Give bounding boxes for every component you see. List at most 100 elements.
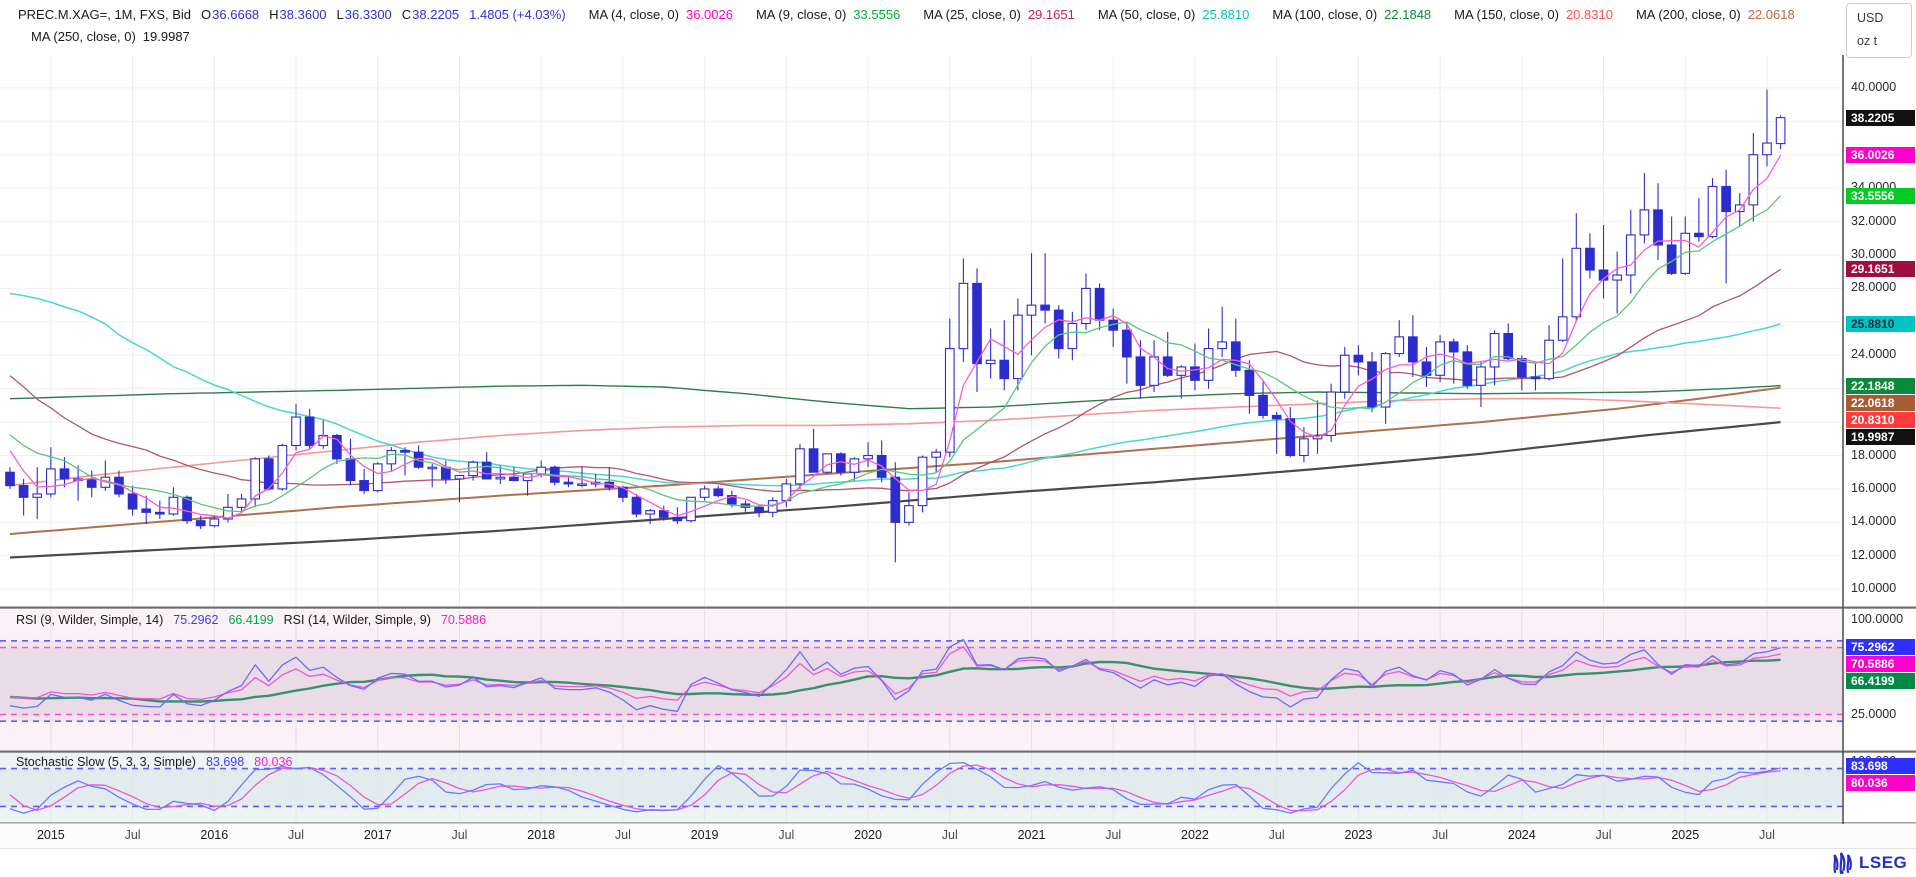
x-axis-label: 2023: [1344, 828, 1373, 842]
rsi-indicator-label: RSI (9, Wilder, Simple, 14) 75.2962 66.419…: [16, 613, 486, 627]
ma9-line: [9, 195, 1782, 513]
rsi-label-group: 70.5886: [441, 613, 486, 627]
price-badge: 75.2962: [1846, 639, 1915, 656]
candle-body: [1612, 274, 1623, 281]
legend-group: MA (150, close, 0) 20.8310: [1454, 7, 1613, 22]
candle-body: [1203, 348, 1214, 381]
rsi-label-group: 75.2962: [173, 613, 218, 627]
price-tick: 14.0000: [1851, 514, 1897, 529]
legend-group: C 38.2205: [402, 7, 459, 22]
candle-body: [454, 475, 465, 480]
lseg-logo-icon: [1833, 852, 1852, 875]
legend-segment: MA (250, close, 0): [31, 29, 136, 44]
rsi-label-segment: RSI (14, Wilder, Simple, 9): [283, 613, 431, 627]
candle-body: [468, 461, 478, 477]
candle-body: [5, 471, 15, 487]
x-axis-label: Jul: [1105, 828, 1122, 842]
legend-group: MA (25, close, 0) 29.1651: [923, 7, 1075, 22]
legend-line-1: PREC.M.XAG=, 1M, FXS, Bid O 36.6668 H 38.360…: [18, 7, 1795, 22]
unit-box[interactable]: USD oz t: [1846, 3, 1912, 58]
candle-body: [481, 461, 492, 480]
candle-body: [1081, 287, 1091, 325]
candle-body: [713, 488, 724, 497]
candle-body: [754, 506, 764, 513]
x-axis-label: Jul: [451, 828, 468, 842]
candle-body: [86, 478, 97, 488]
x-axis-label: 2017: [363, 828, 392, 842]
candle-body: [985, 359, 996, 365]
candle-body: [1557, 316, 1568, 341]
candle-body: [1244, 369, 1255, 396]
legend-segment: MA (25, close, 0): [923, 7, 1021, 22]
rsi-signal-line: [9, 658, 1781, 703]
ma4-line: [9, 154, 1782, 519]
legend-group: MA (4, close, 0) 36.0026: [589, 7, 733, 22]
candle-body: [386, 449, 397, 465]
candle-body: [822, 453, 833, 473]
candle-body: [1639, 209, 1650, 236]
candle-body: [277, 444, 288, 490]
price-badge: 20.8310: [1846, 411, 1915, 428]
price-badge: 36.0026: [1846, 146, 1915, 163]
candle-body: [577, 483, 587, 486]
legend-segment: 33.5556: [853, 7, 901, 22]
x-axis-label: Jul: [1432, 828, 1449, 842]
legend-segment: 38.3600: [279, 7, 327, 22]
x-axis-label: 2022: [1181, 828, 1209, 842]
candle-body: [1462, 351, 1473, 386]
candle-body: [1230, 341, 1241, 371]
candle-body: [182, 496, 192, 522]
price-badge: 33.5556: [1846, 187, 1915, 204]
candle-body: [645, 510, 655, 515]
price-tick: 12.0000: [1851, 547, 1897, 562]
candle-body: [1394, 336, 1405, 355]
price-tick: 40.0000: [1851, 79, 1897, 94]
stoch-label-segment: 83.698: [205, 755, 245, 769]
legend-segment: 22.0618: [1747, 7, 1795, 22]
candle-body: [304, 416, 315, 447]
legend-group: MA (100, close, 0) 22.1848: [1272, 7, 1431, 22]
candle-body: [972, 282, 982, 365]
candle-body: [917, 456, 928, 507]
price-tick: 28.0000: [1851, 280, 1897, 295]
rsi-label-segment: 75.2962: [173, 613, 219, 627]
candle-body: [223, 506, 233, 520]
x-axis-label: 2016: [200, 828, 229, 842]
price-tick: 10.0000: [1851, 581, 1897, 596]
legend-segment: 20.8310: [1565, 7, 1613, 22]
legend-segment: C: [401, 7, 412, 22]
legend-group: H 38.3600: [269, 7, 326, 22]
legend-group: L 36.3300: [337, 7, 392, 22]
candle-body: [1135, 356, 1146, 386]
candle-body: [1367, 361, 1377, 408]
candle-body: [168, 496, 179, 515]
legend-segment: O: [201, 7, 212, 22]
candle-body: [1149, 356, 1159, 386]
x-axis-label: Jul: [1595, 828, 1612, 842]
price-badge: 38.2205: [1846, 109, 1915, 126]
stoch-label-segment: Stochastic Slow (5, 3, 3, Simple): [16, 755, 196, 769]
lseg-logo-text: LSEG: [1859, 853, 1908, 872]
legend-segment: MA (50, close, 0): [1097, 7, 1196, 22]
candle-body: [631, 496, 642, 515]
candle-body: [1680, 232, 1691, 274]
legend-group: O 36.6668: [201, 7, 259, 22]
candle-body: [18, 485, 29, 498]
unit-measure: oz t: [1857, 34, 1878, 48]
candle-body: [332, 434, 342, 460]
candle-body: [1435, 341, 1445, 376]
stoch-label-group: 83.698: [206, 755, 244, 769]
x-axis-label: Jul: [1758, 828, 1775, 842]
candle-body: [958, 282, 969, 350]
candle-body: [509, 476, 519, 482]
candle-body: [1285, 418, 1296, 457]
stoch-label-group: Stochastic Slow (5, 3, 3, Simple): [16, 755, 196, 769]
x-axis-label: Jul: [1268, 828, 1285, 842]
candle-body: [1571, 247, 1582, 318]
legend-group: MA (50, close, 0) 25.8810: [1098, 7, 1250, 22]
candle-body: [1271, 414, 1282, 420]
rsi-label-group: RSI (9, Wilder, Simple, 14): [16, 613, 163, 627]
legend-segment: 36.3300: [344, 7, 392, 22]
candle-body: [1026, 304, 1037, 316]
